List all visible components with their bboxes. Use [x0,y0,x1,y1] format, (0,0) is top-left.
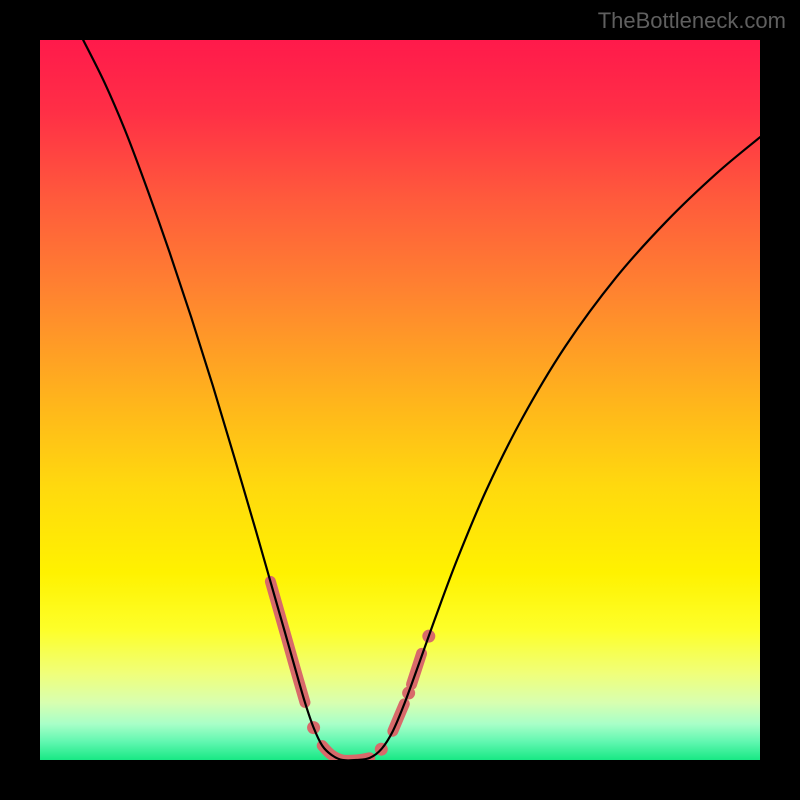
watermark-text: TheBottleneck.com [598,8,786,34]
plot-frame [40,40,760,760]
bottleneck-curve-svg [40,40,760,760]
stage: TheBottleneck.com [0,0,800,800]
